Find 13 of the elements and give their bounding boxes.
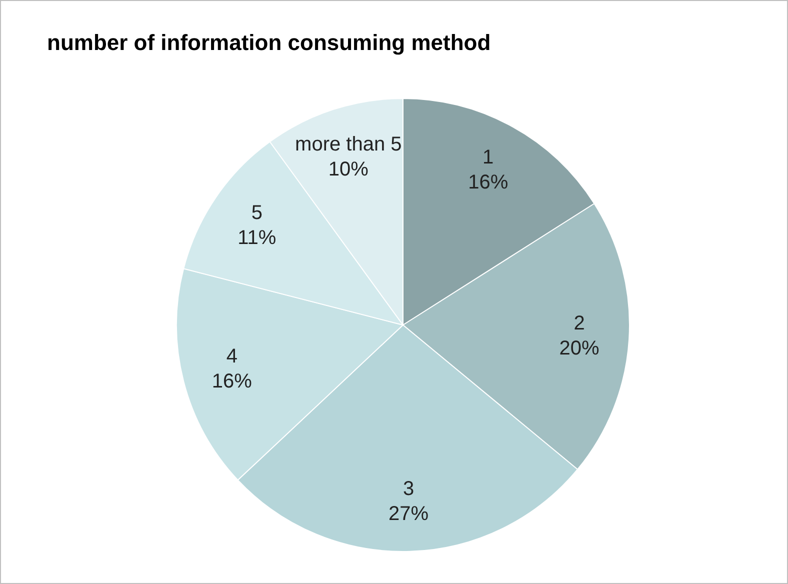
data-label: 16% <box>212 370 252 392</box>
data-label: 11% <box>238 227 276 250</box>
data-label: 16% <box>468 172 508 194</box>
data-label: 20% <box>559 338 600 360</box>
data-label: 10% <box>328 158 369 180</box>
slice-label: 3 <box>402 478 414 500</box>
chart-title: number of information consuming method <box>47 30 491 56</box>
slice-label: 4 <box>226 345 238 368</box>
slice-label: 5 <box>251 202 262 224</box>
slice-label: more than 5 <box>295 133 402 156</box>
slice-label: 1 <box>482 146 494 169</box>
slice-label: 2 <box>574 312 585 335</box>
data-label: 27% <box>388 503 429 526</box>
